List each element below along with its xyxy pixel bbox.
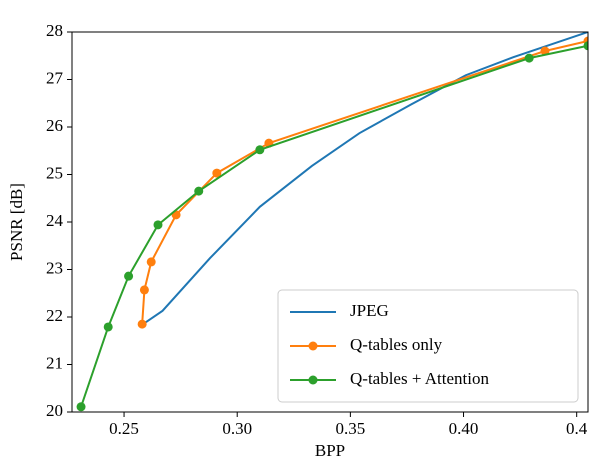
y-tick-label: 24 xyxy=(46,211,64,230)
legend-label: Q-tables only xyxy=(350,335,443,354)
point xyxy=(137,319,147,329)
y-axis-label: PSNR [dB] xyxy=(7,183,26,261)
series-line xyxy=(141,40,588,325)
point xyxy=(255,145,265,155)
series-line xyxy=(80,44,588,408)
point xyxy=(139,285,149,295)
point xyxy=(153,220,163,230)
legend-marker xyxy=(308,375,318,385)
y-tick-label: 27 xyxy=(46,68,64,87)
point xyxy=(76,402,86,412)
x-tick-label: 0.25 xyxy=(109,419,139,438)
point xyxy=(212,168,222,178)
point xyxy=(540,46,550,56)
y-tick-label: 25 xyxy=(46,163,63,182)
legend-marker xyxy=(308,341,318,351)
legend-label: JPEG xyxy=(350,301,389,320)
x-tick-label: 0.40 xyxy=(449,419,479,438)
legend-box xyxy=(277,289,579,403)
y-tick-label: 21 xyxy=(46,353,63,372)
point xyxy=(124,271,134,281)
point xyxy=(524,53,534,63)
point xyxy=(103,322,113,332)
y-tick-label: 22 xyxy=(46,306,63,325)
x-tick-label: 0.35 xyxy=(335,419,365,438)
legend-label: Q-tables + Attention xyxy=(350,369,489,388)
plot-frame xyxy=(71,31,589,413)
y-tick-label: 28 xyxy=(46,21,63,40)
x-tick-label: 0.30 xyxy=(222,419,252,438)
point xyxy=(146,257,156,267)
y-tick-label: 23 xyxy=(46,258,63,277)
y-tick-label: 20 xyxy=(46,401,63,420)
series-line xyxy=(143,32,588,325)
x-tick-label: 0.4 xyxy=(566,419,588,438)
y-tick-label: 26 xyxy=(46,116,63,135)
point xyxy=(583,41,588,51)
plot-area xyxy=(76,32,588,412)
x-axis-label: BPP xyxy=(315,441,345,460)
point xyxy=(194,186,204,196)
